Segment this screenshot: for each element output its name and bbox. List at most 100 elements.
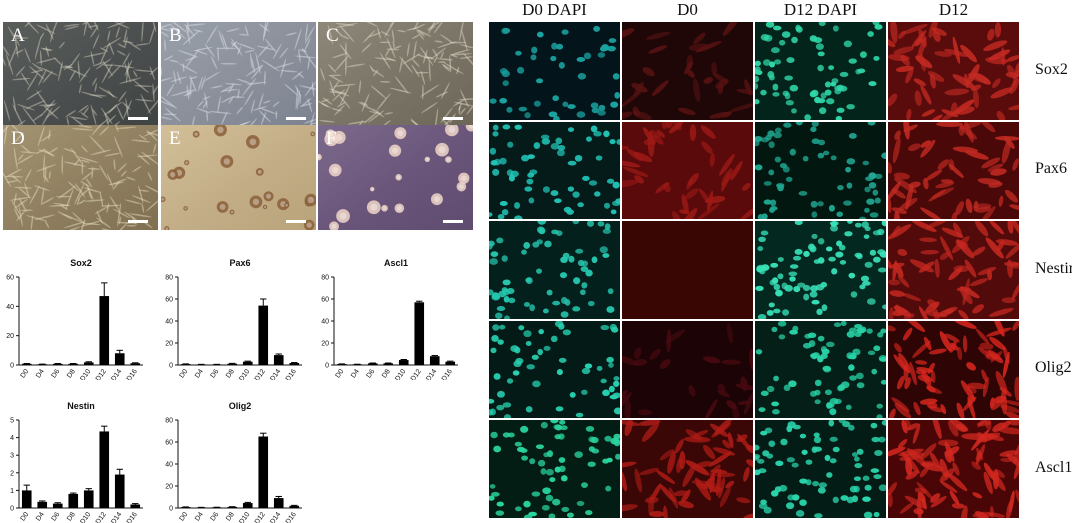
x-tick-label: D16: [285, 511, 298, 523]
fluorescence-image: [888, 22, 1019, 120]
scale-bar: [286, 117, 306, 120]
bar: [242, 503, 253, 508]
x-tick-label: D4: [35, 511, 46, 522]
column-header: D0: [677, 0, 698, 19]
micrograph-image: [3, 125, 158, 230]
column-header: D12: [938, 0, 969, 19]
scale-bar: [443, 117, 463, 120]
x-tick-label: D16: [126, 368, 139, 380]
x-tick-label: D10: [394, 368, 407, 380]
y-tick-label: 0: [10, 506, 14, 513]
fluorescence-image: [489, 420, 620, 518]
y-tick-label: 0: [169, 506, 173, 513]
x-tick-label: D16: [285, 368, 298, 380]
bar: [273, 355, 284, 365]
bar: [367, 363, 378, 365]
y-tick-label: 3: [10, 453, 14, 460]
bar: [114, 353, 125, 365]
x-tick-label: D0: [179, 368, 190, 379]
bar: [289, 363, 300, 365]
y-tick-label: 40: [165, 462, 173, 469]
bar: [242, 361, 253, 365]
bar-chart-olig2: Olig2 0 20 40 60 80 D0 D4 D6 D8 D10 D12 D14 D16: [162, 398, 312, 523]
x-tick-label: D12: [410, 368, 423, 380]
fluorescence-image: [489, 121, 620, 219]
y-tick-label: 5: [10, 418, 14, 425]
micrograph-d: D: [3, 125, 158, 230]
fluorescence-image: [622, 121, 753, 219]
chart-title: Sox2: [70, 258, 92, 268]
x-tick-label: D10: [238, 368, 251, 380]
fluorescence-image: [888, 221, 1019, 319]
y-tick-label: 0: [325, 363, 329, 370]
micrograph-c: C: [318, 22, 473, 127]
bar: [227, 363, 238, 365]
fluorescence-image: [888, 121, 1019, 219]
y-tick-label: 40: [165, 319, 173, 326]
column-header: D12 DAPI: [783, 0, 858, 19]
x-tick-label: D6: [51, 511, 62, 522]
panel-label: E: [169, 128, 181, 149]
row-label: Pax6: [1035, 160, 1067, 178]
fluorescence-image: [888, 320, 1019, 418]
x-tick-label: D0: [20, 511, 31, 522]
x-tick-label: D8: [66, 511, 77, 522]
y-tick-label: 0: [10, 363, 14, 370]
x-tick-label: D0: [179, 511, 190, 522]
x-tick-label: D16: [441, 368, 454, 380]
micrograph-b: B: [161, 22, 316, 127]
x-tick-label: D14: [269, 368, 282, 380]
fluorescence-image: [755, 22, 886, 120]
fluorescence-image: [622, 320, 753, 418]
if-image-grid: [489, 22, 1020, 519]
micrograph-image: [318, 125, 473, 230]
chart-title: Ascl1: [384, 258, 408, 268]
fluorescence-image: [489, 221, 620, 319]
x-tick-label: D4: [194, 511, 205, 522]
bar: [68, 493, 79, 508]
bar: [258, 305, 269, 365]
panel-label: C: [326, 25, 339, 46]
x-tick-label: D0: [335, 368, 346, 379]
bar: [21, 490, 32, 508]
y-tick-label: 20: [321, 341, 329, 348]
bar: [52, 363, 63, 365]
bar: [289, 505, 300, 508]
bar-chart-ascl1: Ascl1 0 20 40 60 80 D0 D4 D6 D8 D10 D12 D14 D16: [318, 255, 468, 380]
bar: [21, 363, 32, 365]
x-tick-label: D10: [79, 368, 92, 380]
fluorescence-image: [622, 22, 753, 120]
panel-label: A: [11, 25, 25, 46]
bar: [445, 361, 456, 365]
x-tick-label: D12: [95, 511, 108, 523]
x-tick-label: D14: [110, 511, 123, 523]
bar: [180, 364, 191, 365]
x-tick-label: D6: [210, 368, 221, 379]
y-tick-label: 4: [10, 435, 14, 442]
bar: [99, 296, 110, 365]
fluorescence-image: [489, 320, 620, 418]
fluorescence-image: [755, 121, 886, 219]
row-label: Sox2: [1035, 60, 1068, 78]
bar: [398, 360, 409, 365]
x-tick-label: D6: [210, 511, 221, 522]
x-tick-label: D10: [79, 511, 92, 523]
bar: [227, 506, 238, 508]
y-tick-label: 0: [169, 363, 173, 370]
y-tick-label: 60: [165, 297, 173, 304]
bar: [99, 431, 110, 508]
fluorescence-image: [489, 22, 620, 120]
row-label: Nestin: [1035, 259, 1072, 277]
x-tick-label: D6: [366, 368, 377, 379]
micrograph-image: [161, 22, 316, 127]
x-tick-label: D4: [350, 368, 361, 379]
bar: [336, 364, 347, 365]
fluorescence-image: [622, 221, 753, 319]
micrograph-a: A: [3, 22, 158, 127]
fluorescence-image: [755, 420, 886, 518]
bar: [130, 504, 141, 508]
x-tick-label: D6: [51, 368, 62, 379]
y-tick-label: 2: [10, 470, 14, 477]
bar: [114, 474, 125, 508]
y-tick-label: 20: [165, 484, 173, 491]
